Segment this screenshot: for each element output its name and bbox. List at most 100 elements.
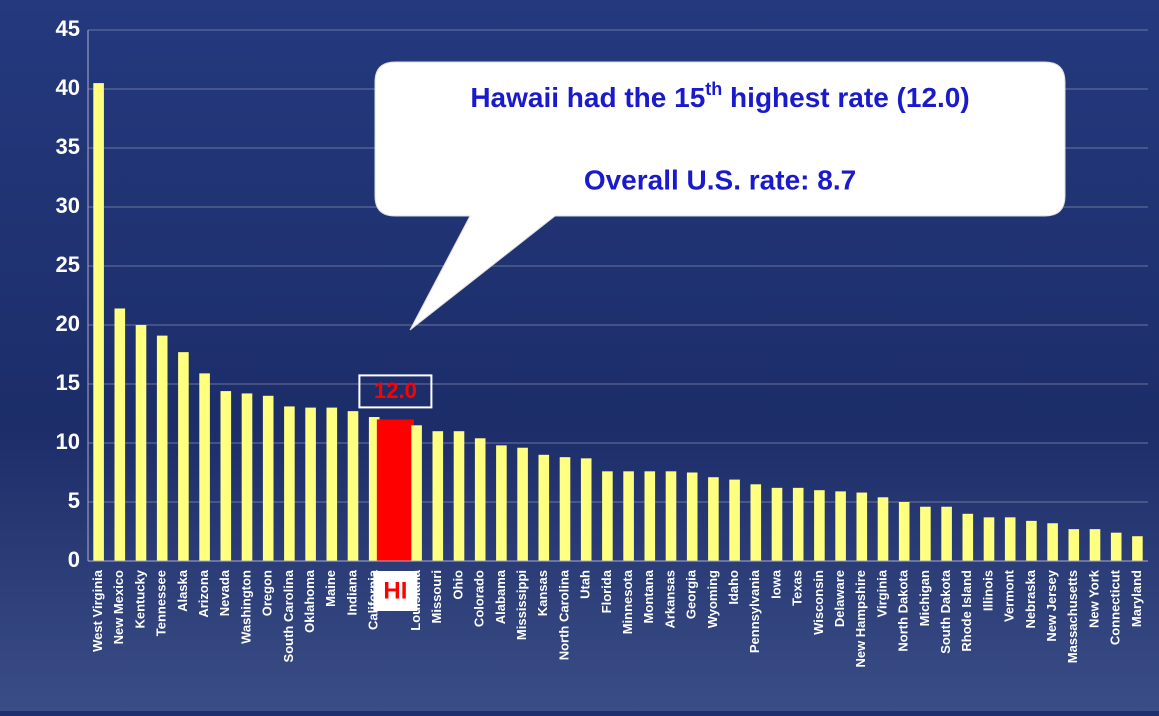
x-tick-label: Vermont xyxy=(1002,569,1017,622)
x-tick-label: Utah xyxy=(578,570,593,599)
x-tick-label: West Virginia xyxy=(90,569,105,652)
x-tick-label: Florida xyxy=(599,569,614,613)
x-tick-label: Delaware xyxy=(832,570,847,627)
bar xyxy=(792,487,804,561)
x-tick-label: Illinois xyxy=(980,570,995,611)
y-tick-label: 15 xyxy=(56,370,80,395)
bar xyxy=(898,502,910,561)
bar xyxy=(665,471,677,561)
bar xyxy=(538,454,550,561)
x-tick-label: Texas xyxy=(790,570,805,606)
bar xyxy=(517,447,528,561)
x-tick-label: Nevada xyxy=(217,569,232,616)
bar xyxy=(1047,523,1058,561)
x-tick-label: Tennessee xyxy=(154,570,169,636)
x-tick-label: New Mexico xyxy=(111,570,126,644)
y-tick-label: 30 xyxy=(56,193,80,218)
bar xyxy=(941,506,952,561)
bar xyxy=(114,308,126,561)
x-tick-label: New Hampshire xyxy=(853,570,868,668)
x-tick-label: North Carolina xyxy=(556,569,571,660)
bar xyxy=(1026,520,1037,561)
x-tick-label: Virginia xyxy=(874,569,889,617)
x-tick-label: Indiana xyxy=(344,569,359,615)
x-tick-label: South Dakota xyxy=(938,569,953,654)
bar xyxy=(305,407,316,561)
bar xyxy=(199,373,210,561)
bar xyxy=(644,471,656,561)
x-tick-label: Louisiana xyxy=(408,569,423,630)
bar xyxy=(156,335,168,561)
bar xyxy=(376,419,414,561)
callout-text: Hawaii had the 15 xyxy=(470,82,705,113)
x-tick-label: Maryland xyxy=(1129,570,1144,627)
x-tick-label: Massachusetts xyxy=(1065,570,1080,663)
bar xyxy=(1110,532,1122,561)
x-tick-label: Minnesota xyxy=(620,569,635,634)
bar xyxy=(241,393,253,561)
bar xyxy=(559,457,571,561)
bar xyxy=(580,458,592,561)
bar xyxy=(602,471,613,561)
bar xyxy=(750,484,762,561)
bar xyxy=(877,497,889,561)
y-tick-label: 45 xyxy=(56,16,80,41)
x-tick-label: Ohio xyxy=(450,570,465,600)
bar xyxy=(135,325,147,561)
x-tick-label: New York xyxy=(1086,569,1101,628)
x-tick-label: Michigan xyxy=(917,570,932,626)
y-tick-label: 40 xyxy=(56,75,80,100)
x-tick-label: Iowa xyxy=(768,569,783,599)
x-tick-label: Connecticut xyxy=(1108,569,1123,645)
y-tick-label: 25 xyxy=(56,252,80,277)
x-tick-label: Kansas xyxy=(535,570,550,616)
x-tick-label: Mississippi xyxy=(514,570,529,640)
x-tick-label: Arkansas xyxy=(662,570,677,629)
x-tick-label: Wyoming xyxy=(705,570,720,628)
callout-line1: Hawaii had the 15th highest rate (12.0) xyxy=(470,79,969,114)
x-tick-label: Nebraska xyxy=(1023,569,1038,628)
bar xyxy=(856,492,868,561)
bar xyxy=(453,431,465,561)
x-tick-label: Pennsylvania xyxy=(747,569,762,653)
x-tick-label: North Dakota xyxy=(896,569,911,651)
y-tick-label: 0 xyxy=(68,547,80,572)
x-tick-label: Alaska xyxy=(175,569,190,612)
y-tick-label: 5 xyxy=(68,488,80,513)
bar xyxy=(686,472,698,561)
callout-superscript: th xyxy=(705,79,722,99)
bar xyxy=(368,417,380,561)
x-tick-label: Colorado xyxy=(472,570,487,627)
bar xyxy=(708,477,719,561)
x-tick-label: New Jersey xyxy=(1044,569,1059,641)
bar xyxy=(920,506,931,561)
x-tick-label: South Carolina xyxy=(281,569,296,662)
bar xyxy=(623,471,634,561)
bar xyxy=(347,411,359,561)
bar xyxy=(496,445,507,561)
x-tick-label: Montana xyxy=(641,569,656,623)
x-tick-label: Georgia xyxy=(684,569,699,619)
x-tick-label: Oregon xyxy=(260,570,275,616)
value-label-box xyxy=(358,374,433,409)
bar xyxy=(1132,536,1143,561)
x-tick-label: Rhode Island xyxy=(959,570,974,652)
callout-line2: Overall U.S. rate: 8.7 xyxy=(584,164,856,195)
bar xyxy=(93,83,104,561)
x-tick-label: Alabama xyxy=(493,569,508,624)
plot-area: 0 5 10 15 20 25 30 35 40 45 West Virginia New Mexic… xyxy=(56,16,1148,668)
bar xyxy=(1089,529,1101,561)
bar xyxy=(983,517,995,561)
y-tick-label: 10 xyxy=(56,429,80,454)
x-tick-label: Missouri xyxy=(429,570,444,623)
y-tick-label: 20 xyxy=(56,311,80,336)
bar xyxy=(729,479,740,561)
bar xyxy=(962,513,974,561)
x-tick-label: Arizona xyxy=(196,569,211,617)
bar xyxy=(814,490,825,561)
x-tick-box xyxy=(373,571,418,611)
bar xyxy=(220,391,232,561)
bar xyxy=(262,395,274,561)
bar xyxy=(284,406,295,561)
